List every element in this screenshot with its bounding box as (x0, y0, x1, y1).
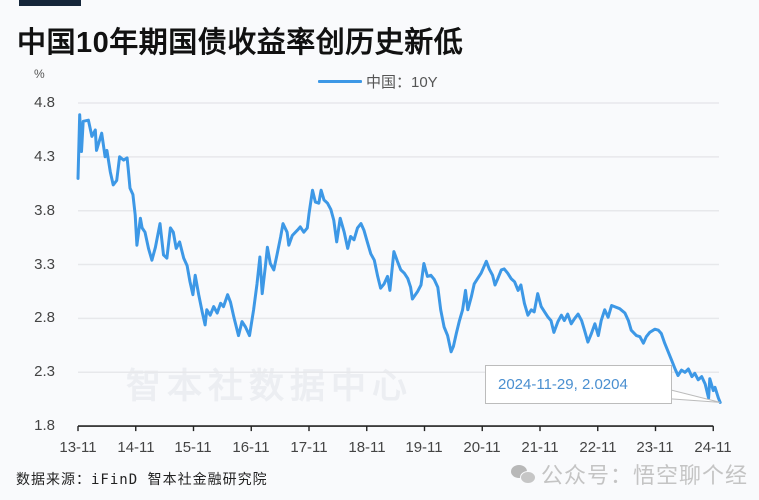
page-title: 中国10年期国债收益率创历史新低 (17, 27, 464, 59)
x-tick-label: 21-11 (521, 439, 559, 456)
x-tick-label: 15-11 (174, 439, 212, 456)
y-tick-label: 3.8 (34, 202, 55, 219)
watermark-text: 智本社数据中心 (126, 367, 414, 406)
x-tick-label: 19-11 (405, 439, 443, 456)
x-tick-label: 20-11 (463, 439, 501, 456)
x-tick-label: 22-11 (579, 439, 617, 456)
y-tick-label: 1.8 (34, 417, 55, 434)
x-tick-label: 14-11 (117, 439, 155, 456)
x-tick-label: 17-11 (290, 439, 328, 456)
y-axis-unit-label: % (34, 67, 45, 81)
y-tick-label: 4.8 (34, 94, 55, 111)
wechat-icon (511, 463, 537, 485)
data-source-note: 数据来源：iFinD 智本社金融研究院 (16, 472, 268, 488)
title-accent-bar (19, 0, 81, 6)
wechat-watermark-text: 公众号：悟空聊个经 (541, 463, 749, 488)
yield-line-series (76, 113, 722, 404)
x-tick-label: 16-11 (232, 439, 270, 456)
x-tick-label: 23-11 (636, 439, 674, 456)
x-tick-label: 18-11 (348, 439, 386, 456)
callout-text: 2024-11-29, 2.0204 (498, 376, 628, 393)
chart-legend: 中国：10Y (318, 71, 438, 91)
x-tick-label: 24-11 (694, 439, 732, 456)
gridlines (78, 102, 719, 373)
y-tick-label: 3.3 (34, 256, 55, 273)
y-tick-label: 4.3 (34, 148, 55, 165)
legend-line-swatch-icon (318, 79, 362, 83)
y-tick-label: 2.3 (34, 363, 55, 380)
data-point-callout: 2024-11-29, 2.0204 (485, 365, 672, 404)
wechat-watermark: 公众号：悟空聊个经 (511, 458, 748, 490)
x-axis (77, 425, 714, 432)
legend-label: 中国：10Y (366, 73, 438, 91)
y-tick-label: 2.8 (34, 309, 55, 326)
x-tick-label: 13-11 (59, 439, 97, 456)
